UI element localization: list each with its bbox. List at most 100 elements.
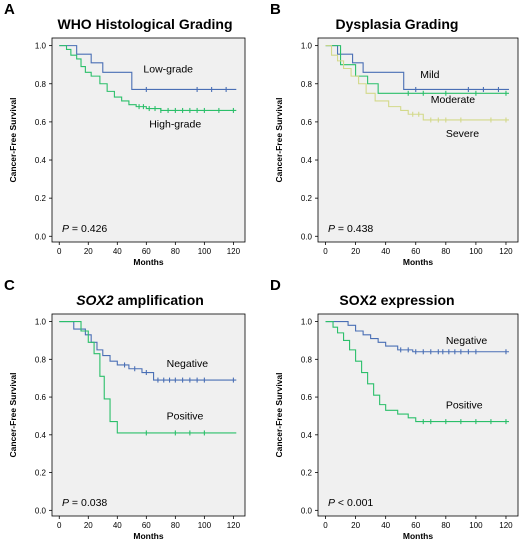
series-label: Positive	[446, 399, 483, 411]
survival-curve	[325, 45, 509, 121]
p-value: P = 0.438	[328, 223, 373, 235]
x-tick-label: 60	[142, 247, 151, 256]
y-tick-label: 1.0	[301, 42, 313, 51]
x-tick-label: 60	[142, 521, 151, 530]
x-tick-label: 20	[84, 521, 93, 530]
y-tick-label: 0.2	[35, 194, 47, 203]
chart-title: SOX2 amplification	[76, 292, 204, 308]
y-tick-label: 0.0	[301, 232, 313, 241]
survival-curve	[325, 321, 509, 423]
series-label: Low-grade	[143, 63, 193, 75]
y-tick-label: 0.2	[35, 469, 47, 478]
p-value: P = 0.038	[62, 497, 107, 509]
y-axis-label: Cancer-Free Survival	[8, 372, 18, 457]
panel-d: D SOX2 expression 0.0 0.2 0.4 0.6 0.8 1.0 0 20 40 6…	[270, 277, 519, 541]
y-tick-label: 0.4	[301, 156, 313, 165]
x-tick-label: 120	[227, 521, 241, 530]
p-value-symbol: P	[62, 223, 69, 235]
x-tick-label: 80	[171, 247, 180, 256]
p-value-number: < 0.001	[335, 497, 373, 509]
chart-title-rest: amplification	[114, 292, 204, 308]
x-axis-label: Months	[133, 257, 163, 267]
y-tick-label: 0.8	[301, 355, 313, 364]
y-tick-label: 0.4	[35, 156, 47, 165]
survival-curve	[325, 45, 509, 94]
y-tick-label: 0.0	[35, 232, 47, 241]
plot-area	[317, 313, 519, 517]
x-tick-label: 80	[441, 521, 450, 530]
series-label: Negative	[167, 358, 209, 370]
x-tick-label: 20	[351, 247, 360, 256]
x-tick-label: 80	[441, 247, 450, 256]
x-tick-label: 120	[499, 247, 513, 256]
p-value-symbol: P	[62, 497, 69, 509]
series-severe: Severe	[325, 45, 509, 140]
series-label: Negative	[446, 335, 488, 347]
x-tick-label: 120	[227, 247, 241, 256]
x-tick-label: 20	[351, 521, 360, 530]
y-tick-label: 0.8	[35, 355, 47, 364]
x-tick-label: 0	[323, 247, 328, 256]
panel-c: C SOX2 amplification 0.0 0.2 0.4 0.6 0.8 1.0 0 20…	[4, 277, 246, 541]
survival-curve	[59, 45, 237, 111]
y-tick-label: 0.6	[301, 118, 313, 127]
x-tick-label: 40	[381, 247, 390, 256]
x-axis-label: Months	[133, 531, 163, 541]
y-tick-label: 0.6	[35, 118, 47, 127]
y-axis-label: Cancer-Free Survival	[274, 372, 284, 457]
p-value: P < 0.001	[328, 497, 373, 509]
y-tick-label: 0.0	[301, 506, 313, 515]
x-tick-label: 40	[113, 521, 122, 530]
p-value-symbol: P	[328, 497, 335, 509]
survival-curve	[325, 45, 509, 91]
x-tick-label: 80	[171, 521, 180, 530]
y-tick-label: 0.8	[301, 80, 313, 89]
x-tick-label: 60	[411, 247, 420, 256]
series-moderate: Moderate	[325, 45, 509, 106]
series-label: High-grade	[149, 119, 201, 131]
y-axis-label: Cancer-Free Survival	[8, 97, 18, 182]
x-tick-label: 20	[84, 247, 93, 256]
y-tick-label: 0.2	[301, 469, 313, 478]
series-negative: Negative	[59, 321, 237, 383]
y-tick-label: 0.2	[301, 194, 313, 203]
chart-title: Dysplasia Grading	[336, 16, 459, 32]
survival-curve	[59, 321, 237, 381]
x-tick-label: 0	[57, 521, 62, 530]
y-tick-label: 0.4	[301, 431, 313, 440]
y-tick-label: 0.6	[35, 393, 47, 402]
panel-letter: C	[4, 277, 15, 294]
x-tick-label: 100	[469, 521, 483, 530]
y-tick-label: 0.6	[301, 393, 313, 402]
x-tick-label: 0	[323, 521, 328, 530]
x-tick-label: 60	[411, 521, 420, 530]
survival-curve	[59, 321, 237, 434]
series-positive: Positive	[59, 321, 237, 436]
series-label: Severe	[446, 128, 479, 140]
x-axis-label: Months	[403, 531, 433, 541]
chart-title: WHO Histological Grading	[57, 16, 232, 32]
y-tick-label: 0.0	[35, 506, 47, 515]
x-tick-label: 40	[113, 247, 122, 256]
series-label: Mild	[420, 69, 439, 81]
x-tick-label: 100	[198, 247, 212, 256]
panel-letter: A	[4, 1, 15, 18]
y-tick-label: 0.8	[35, 80, 47, 89]
y-tick-label: 1.0	[301, 318, 313, 327]
series-negative: Negative	[325, 321, 509, 355]
panel-a: A WHO Histological Grading 0.0 0.2 0.4 0.6 0.8…	[4, 1, 246, 267]
panel-b: B Dysplasia Grading 0.0 0.2 0.4 0.6 0.8 1.0 0 20 4…	[270, 1, 519, 267]
x-tick-label: 100	[469, 247, 483, 256]
x-tick-label: 40	[381, 521, 390, 530]
p-value-number: = 0.438	[335, 223, 373, 235]
p-value: P = 0.426	[62, 223, 107, 235]
y-tick-label: 1.0	[35, 318, 47, 327]
x-tick-label: 100	[198, 521, 212, 530]
y-axis-label: Cancer-Free Survival	[274, 97, 284, 182]
series-mild: Mild	[325, 45, 509, 92]
p-value-symbol: P	[328, 223, 335, 235]
panel-letter: D	[270, 277, 281, 294]
chart-title-italic: SOX2	[76, 292, 114, 308]
plot-area	[51, 313, 246, 517]
